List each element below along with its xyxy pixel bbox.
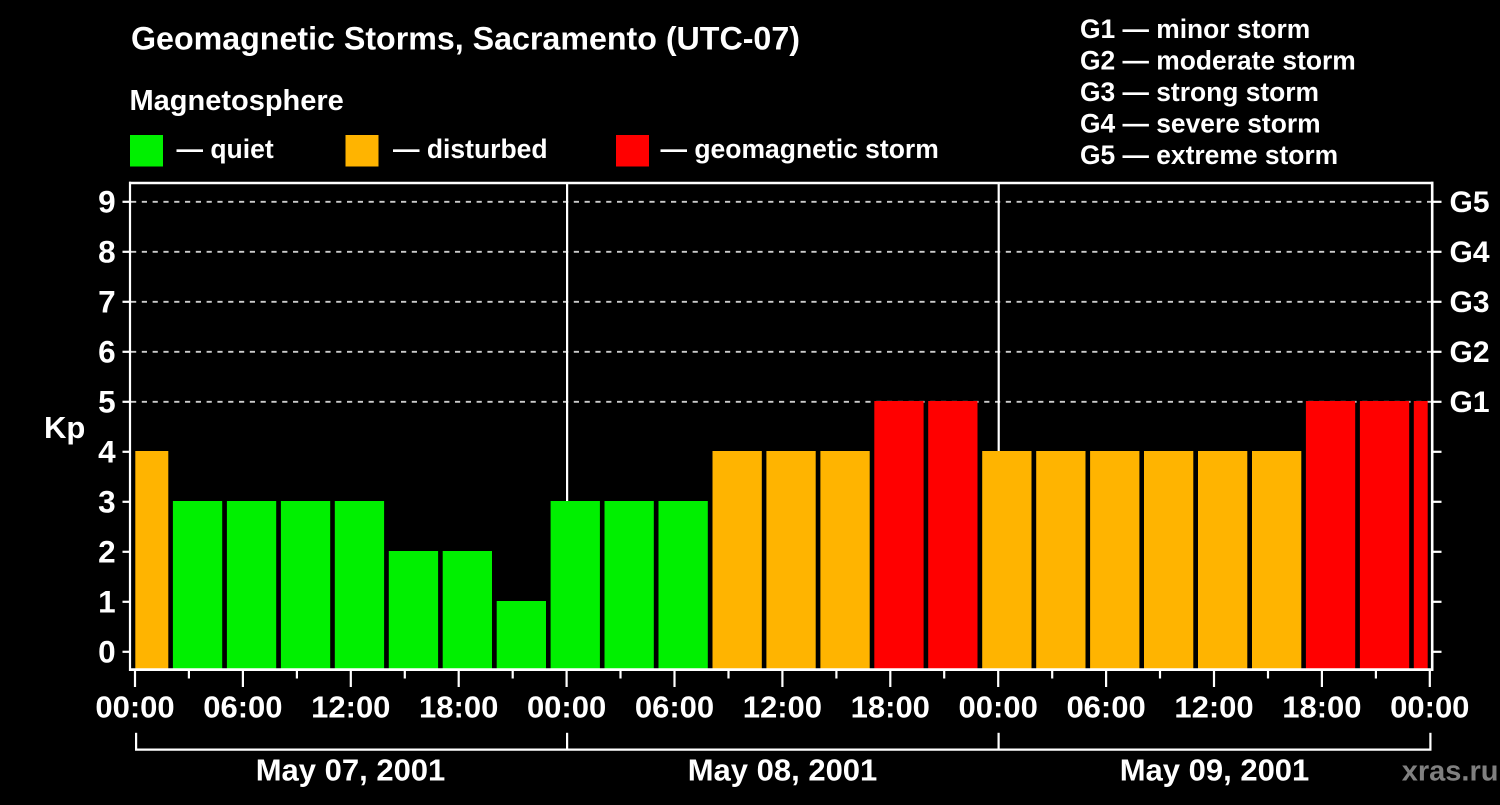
svg-text:2: 2	[98, 534, 116, 570]
svg-text:18:00: 18:00	[1282, 690, 1361, 725]
svg-text:8: 8	[98, 234, 116, 270]
svg-text:12:00: 12:00	[311, 690, 390, 725]
svg-text:06:00: 06:00	[1066, 690, 1145, 725]
svg-text:G3 — strong storm: G3 — strong storm	[1080, 77, 1319, 107]
svg-text:G5: G5	[1450, 186, 1490, 219]
svg-text:12:00: 12:00	[1174, 690, 1253, 725]
svg-text:— geomagnetic storm: — geomagnetic storm	[661, 134, 939, 164]
svg-text:4: 4	[98, 434, 116, 470]
svg-text:00:00: 00:00	[95, 690, 174, 725]
svg-text:G4: G4	[1450, 236, 1490, 269]
svg-text:May 08, 2001: May 08, 2001	[688, 753, 878, 788]
svg-text:5: 5	[98, 384, 116, 420]
svg-text:18:00: 18:00	[851, 690, 930, 725]
svg-text:3: 3	[98, 484, 116, 520]
svg-text:G2: G2	[1450, 336, 1490, 369]
svg-text:12:00: 12:00	[743, 690, 822, 725]
svg-text:G1: G1	[1450, 386, 1490, 419]
svg-text:18:00: 18:00	[419, 690, 498, 725]
svg-text:G4 — severe storm: G4 — severe storm	[1080, 109, 1321, 139]
svg-text:G5 — extreme storm: G5 — extreme storm	[1080, 140, 1338, 170]
svg-text:G3: G3	[1450, 286, 1490, 319]
svg-text:Geomagnetic Storms, Sacramento: Geomagnetic Storms, Sacramento (UTC-07)	[131, 21, 800, 57]
svg-text:Magnetosphere: Magnetosphere	[130, 85, 344, 117]
svg-text:00:00: 00:00	[1390, 690, 1469, 725]
svg-text:00:00: 00:00	[527, 690, 606, 725]
svg-text:6: 6	[98, 334, 116, 370]
svg-text:May 09, 2001: May 09, 2001	[1120, 753, 1310, 788]
svg-text:0: 0	[98, 634, 116, 670]
svg-text:G2 — moderate storm: G2 — moderate storm	[1080, 46, 1356, 76]
svg-text:9: 9	[98, 184, 116, 220]
svg-text:xras.ru: xras.ru	[1402, 756, 1499, 788]
svg-text:— disturbed: — disturbed	[393, 134, 548, 164]
svg-text:00:00: 00:00	[959, 690, 1038, 725]
svg-text:06:00: 06:00	[635, 690, 714, 725]
svg-text:7: 7	[98, 284, 116, 320]
svg-text:06:00: 06:00	[203, 690, 282, 725]
svg-text:1: 1	[98, 584, 116, 620]
svg-text:— quiet: — quiet	[177, 134, 274, 164]
svg-text:G1 — minor storm: G1 — minor storm	[1080, 14, 1310, 44]
svg-text:May 07, 2001: May 07, 2001	[256, 753, 446, 788]
svg-text:Kp: Kp	[44, 410, 85, 445]
